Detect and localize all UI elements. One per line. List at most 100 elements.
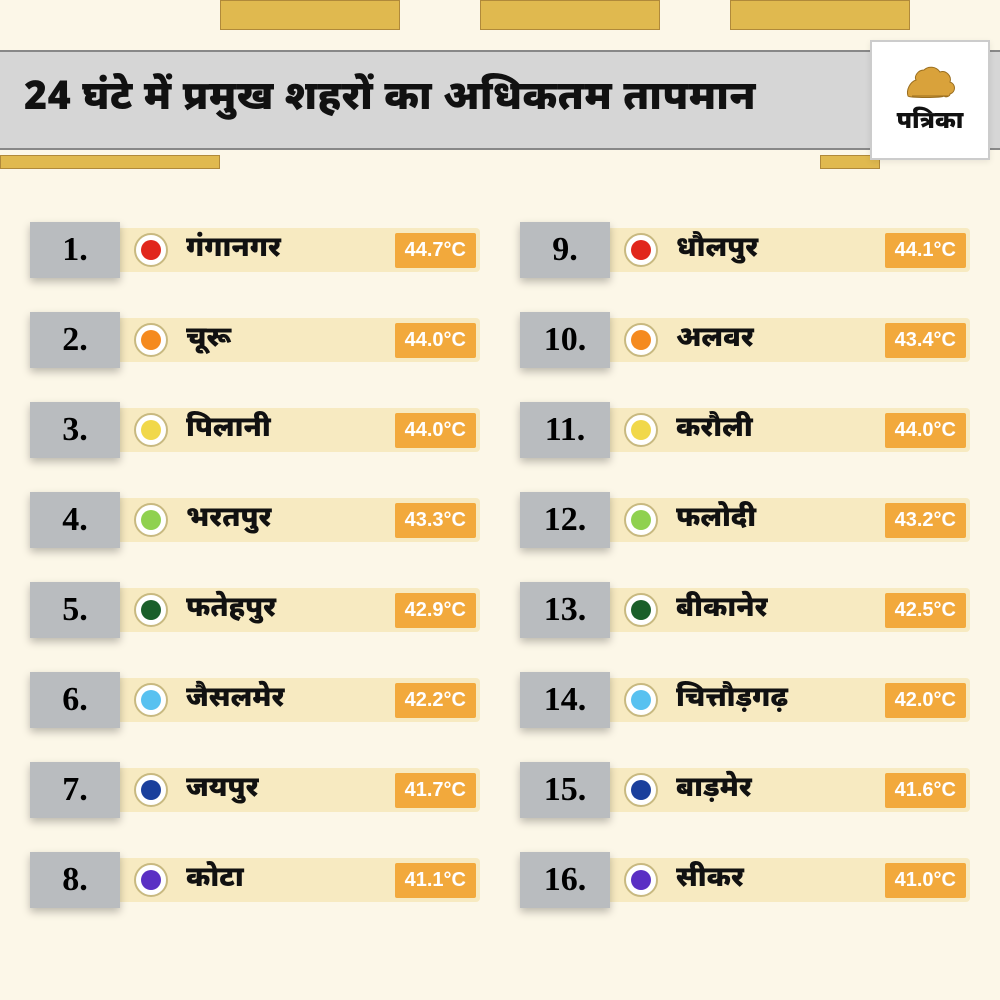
city-name: फलोदी	[676, 502, 885, 538]
temperature-badge: 41.1°C	[395, 863, 476, 898]
city-name: जैसलमेर	[186, 682, 395, 718]
temperature-badge: 41.6°C	[885, 773, 966, 808]
city-row: 11. करौली44.0°C	[520, 400, 970, 460]
temperature-badge: 44.0°C	[885, 413, 966, 448]
city-row: 16. सीकर41.0°C	[520, 850, 970, 910]
city-name: भरतपुर	[186, 502, 395, 538]
temperature-badge: 44.0°C	[395, 323, 476, 358]
city-row: 9. धौलपुर44.1°C	[520, 220, 970, 280]
rank-box: 2.	[30, 312, 120, 368]
color-dot-ring	[134, 683, 168, 717]
city-row: 4.भरतपुर43.3°C	[30, 490, 480, 550]
rank-box: 16.	[520, 852, 610, 908]
city-name: चित्तौड़गढ़	[676, 682, 885, 718]
city-name: फतेहपुर	[186, 592, 395, 628]
color-dot-icon	[631, 510, 651, 530]
city-name: बाड़मेर	[676, 772, 885, 808]
color-dot-icon	[631, 420, 651, 440]
color-dot-icon	[141, 870, 161, 890]
accent-block	[730, 0, 910, 30]
color-dot-icon	[631, 330, 651, 350]
temperature-list: 1.गंगानगर44.7°C2.चूरू44.0°C3.पिलानी44.0°…	[30, 220, 970, 970]
city-name: जयपुर	[186, 772, 395, 808]
column-right: 9. धौलपुर44.1°C 10.अलवर43.4°C 11. करौली44.0°…	[520, 220, 970, 970]
rank-box: 14.	[520, 672, 610, 728]
lion-icon	[900, 62, 960, 102]
color-dot-ring	[624, 233, 658, 267]
color-dot-ring	[624, 593, 658, 627]
city-row: 5. फतेहपुर42.9°C	[30, 580, 480, 640]
color-dot-ring	[624, 503, 658, 537]
rank-box: 10.	[520, 312, 610, 368]
city-row: 6. जैसलमेर42.2°C	[30, 670, 480, 730]
accent-block	[480, 0, 660, 30]
rank-box: 1.	[30, 222, 120, 278]
color-dot-ring	[134, 593, 168, 627]
brand-name: पत्रिका	[897, 106, 964, 138]
temperature-badge: 43.2°C	[885, 503, 966, 538]
city-name: कोटा	[186, 862, 395, 898]
city-name: गंगानगर	[186, 232, 395, 268]
color-dot-icon	[631, 690, 651, 710]
color-dot-ring	[624, 773, 658, 807]
color-dot-icon	[141, 420, 161, 440]
top-accent-bar	[0, 0, 1000, 40]
header-band: 24 घंटे में प्रमुख शहरों का अधिकतम तापमा…	[0, 50, 1000, 150]
temperature-badge: 41.7°C	[395, 773, 476, 808]
rank-box: 15.	[520, 762, 610, 818]
temperature-badge: 42.9°C	[395, 593, 476, 628]
column-left: 1. गंगानगर44.7°C 2. चूरू44.0°C 3. पिलानी 44.0°…	[30, 220, 480, 970]
rank-box: 8.	[30, 852, 120, 908]
city-row: 14. चित्तौड़गढ़42.0°C	[520, 670, 970, 730]
color-dot-ring	[134, 863, 168, 897]
page-title: 24 घंटे में प्रमुख शहरों का अधिकतम तापमा…	[24, 74, 756, 126]
city-row: 13.बीकानेर42.5°C	[520, 580, 970, 640]
temperature-badge: 44.7°C	[395, 233, 476, 268]
color-dot-icon	[631, 870, 651, 890]
rank-box: 12.	[520, 492, 610, 548]
color-dot-icon	[141, 600, 161, 620]
color-dot-ring	[624, 863, 658, 897]
rank-box: 6.	[30, 672, 120, 728]
color-dot-icon	[631, 240, 651, 260]
color-dot-icon	[141, 510, 161, 530]
rank-box: 5.	[30, 582, 120, 638]
color-dot-ring	[624, 683, 658, 717]
city-row: 10.अलवर43.4°C	[520, 310, 970, 370]
city-name: पिलानी	[186, 412, 395, 448]
city-name: चूरू	[186, 322, 395, 358]
temperature-badge: 42.0°C	[885, 683, 966, 718]
city-name: सीकर	[676, 862, 885, 898]
city-row: 3.पिलानी44.0°C	[30, 400, 480, 460]
city-row: 12. फलोदी43.2°C	[520, 490, 970, 550]
color-dot-ring	[134, 773, 168, 807]
color-dot-icon	[141, 330, 161, 350]
temperature-badge: 44.1°C	[885, 233, 966, 268]
city-row: 8. कोटा41.1°C	[30, 850, 480, 910]
color-dot-icon	[631, 780, 651, 800]
temperature-badge: 43.3°C	[395, 503, 476, 538]
city-name: करौली	[676, 412, 885, 448]
city-name: धौलपुर	[676, 232, 885, 268]
color-dot-ring	[624, 413, 658, 447]
temperature-badge: 43.4°C	[885, 323, 966, 358]
temperature-badge: 42.5°C	[885, 593, 966, 628]
color-dot-icon	[141, 240, 161, 260]
rank-box: 9.	[520, 222, 610, 278]
city-row: 7. जयपुर41.7°C	[30, 760, 480, 820]
rank-box: 7.	[30, 762, 120, 818]
rank-box: 11.	[520, 402, 610, 458]
city-row: 2. चूरू44.0°C	[30, 310, 480, 370]
color-dot-ring	[134, 413, 168, 447]
color-dot-ring	[134, 233, 168, 267]
color-dot-ring	[134, 323, 168, 357]
color-dot-icon	[631, 600, 651, 620]
city-row: 1. गंगानगर44.7°C	[30, 220, 480, 280]
temperature-badge: 41.0°C	[885, 863, 966, 898]
color-dot-ring	[624, 323, 658, 357]
color-dot-ring	[134, 503, 168, 537]
brand-logo-box: पत्रिका	[870, 40, 990, 160]
temperature-badge: 42.2°C	[395, 683, 476, 718]
rank-box: 3.	[30, 402, 120, 458]
color-dot-icon	[141, 780, 161, 800]
